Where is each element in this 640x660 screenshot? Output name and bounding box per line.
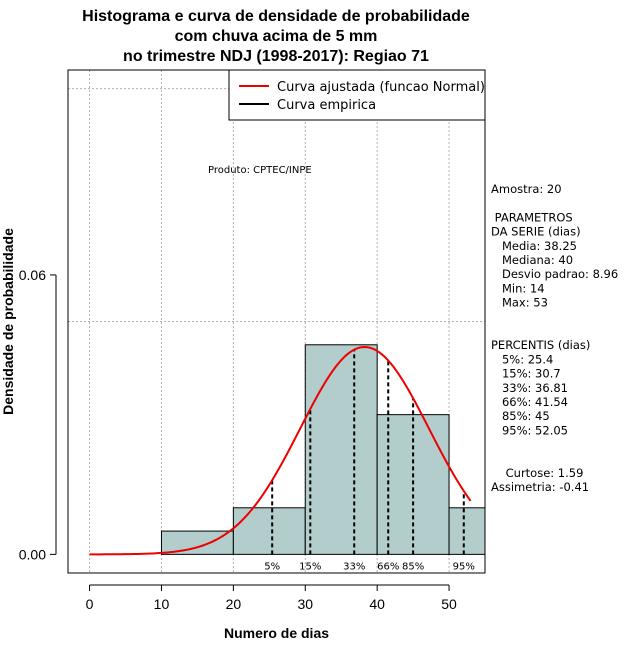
axes: 0 10 20 30 40 50 0.00 0.06 Numero de dias Densida… xyxy=(0,228,457,641)
x-tick-label: 40 xyxy=(369,596,385,612)
percentile-markers: 5% 15% 33% 66% 85% 95% xyxy=(264,349,475,572)
histogram-bar xyxy=(376,414,450,555)
stats-panel: Produto: CPTEC/INPE Amostra: 20 PARAMETRO… xyxy=(208,165,618,494)
stats-line: Max: 53 xyxy=(491,296,548,310)
stats-line: Curtose: 1.59 xyxy=(491,466,583,480)
stats-line: PERCENTIS (dias) xyxy=(491,338,590,352)
histogram-bars xyxy=(160,344,486,555)
stats-line: 15%: 30.7 xyxy=(491,367,561,381)
x-tick-label: 30 xyxy=(297,596,313,612)
stats-line: 5%: 25.4 xyxy=(491,352,553,366)
stats-line: DA SERIE (dias) xyxy=(491,225,581,239)
y-tick-label: 0.00 xyxy=(19,546,46,562)
stats-line: Mediana: 40 xyxy=(491,253,573,267)
percentile-label: 95% xyxy=(453,561,475,572)
chart-title-line: no trimestre NDJ (1998-2017): Regiao 71 xyxy=(123,48,429,65)
stats-line: Min: 14 xyxy=(491,281,545,295)
percentile-label: 5% xyxy=(264,561,280,572)
stats-line: 85%: 45 xyxy=(491,409,550,423)
chart-title: Histograma e curva de densidade de proba… xyxy=(82,8,470,65)
histogram-bar xyxy=(232,507,306,555)
stats-line: Assimetria: -0.41 xyxy=(491,480,589,494)
legend-label-empirical: Curva empirica xyxy=(277,98,376,113)
y-axis-title: Densidade de probabilidade xyxy=(0,228,16,415)
x-tick-label: 50 xyxy=(441,596,457,612)
fitted-curve xyxy=(89,345,472,556)
chart-title-line: Histograma e curva de densidade de proba… xyxy=(82,8,470,25)
histogram-bar xyxy=(448,507,486,555)
x-tick-label: 20 xyxy=(226,596,242,612)
stats-line: 66%: 41.54 xyxy=(491,395,568,409)
x-axis-title: Numero de dias xyxy=(224,625,329,641)
percentile-label: 15% xyxy=(299,561,321,572)
stats-line: Desvio padrao: 8.96 xyxy=(491,267,618,281)
stats-line: Amostra: 20 xyxy=(491,182,562,196)
percentile-label: 66% xyxy=(377,561,399,572)
percentile-label: 33% xyxy=(343,561,365,572)
product-label: Produto: CPTEC/INPE xyxy=(208,165,312,176)
x-tick-label: 10 xyxy=(154,596,170,612)
x-tick-label: 0 xyxy=(86,596,94,612)
legend: Curva ajustada (funcao Normal) Curva empi… xyxy=(228,69,486,121)
stats-line: PARAMETROS xyxy=(491,210,573,224)
stats-line: 33%: 36.81 xyxy=(491,381,568,395)
histogram-bar xyxy=(160,530,234,555)
histogram-bar xyxy=(304,344,378,555)
fitted-curve-line xyxy=(89,345,472,556)
legend-label-fitted: Curva ajustada (funcao Normal) xyxy=(277,80,485,95)
legend-box xyxy=(228,69,486,121)
percentile-label: 85% xyxy=(402,561,424,572)
stats-line: 95%: 52.05 xyxy=(491,423,568,437)
chart-title-line: com chuva acima de 5 mm xyxy=(175,28,378,45)
stats-line: Media: 38.25 xyxy=(491,239,577,253)
y-tick-label: 0.06 xyxy=(19,267,46,283)
